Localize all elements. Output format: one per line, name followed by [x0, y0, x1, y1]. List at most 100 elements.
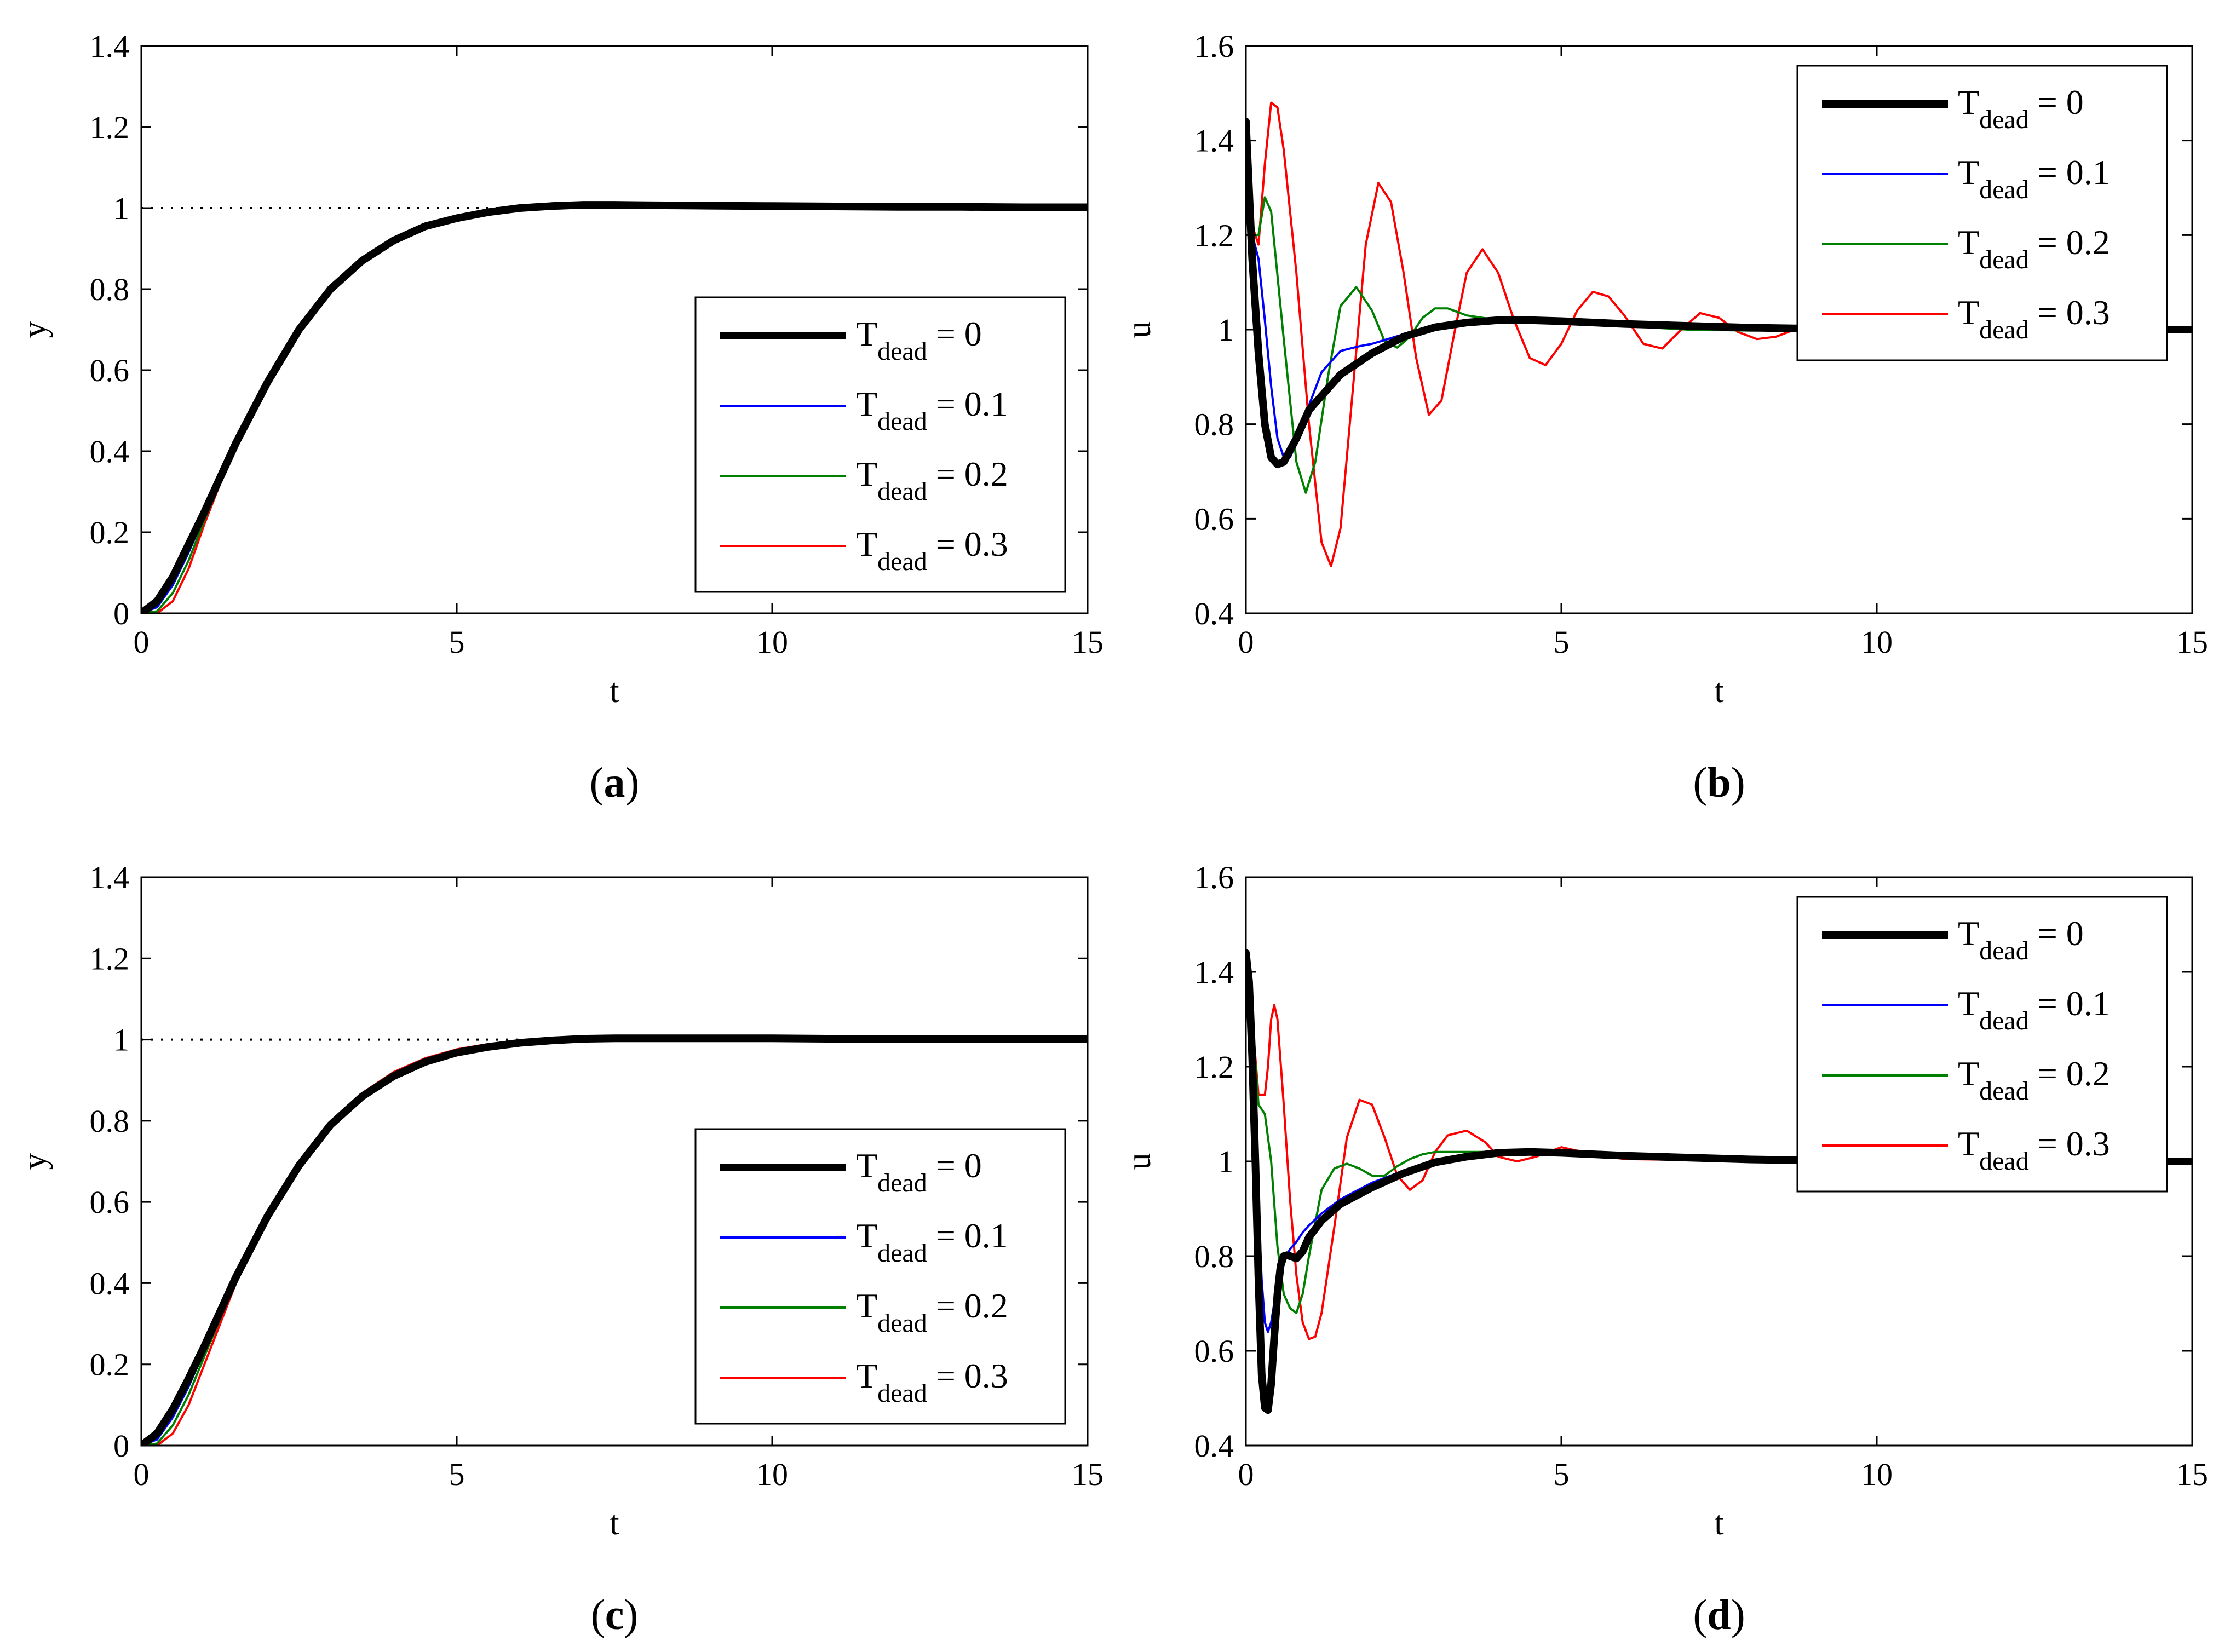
legend-label: Tdead = 0.2: [856, 1286, 1008, 1338]
legend-label: Tdead = 0: [856, 1146, 982, 1198]
y-tick-label: 1: [113, 191, 129, 226]
legend-box: [1796, 65, 2168, 361]
legend-label: Tdead = 0.1: [856, 1216, 1008, 1268]
y-tick-label: 0.8: [90, 272, 130, 307]
legend-label-main: T: [856, 1356, 877, 1395]
legend-label-value: = 0.2: [927, 1286, 1008, 1325]
legend-label-value: = 0.1: [2029, 153, 2110, 192]
legend-label-sub: dead: [1979, 315, 2029, 344]
panel-label-open: (: [1693, 1591, 1707, 1638]
legend-label-main: T: [1958, 223, 1979, 262]
legend-label-main: T: [1958, 1124, 1979, 1163]
y-axis-label: u: [1120, 321, 1158, 338]
panel-label-open: (: [590, 758, 604, 806]
legend-label-main: T: [1958, 293, 1979, 332]
legend-label: Tdead = 0.2: [1958, 1054, 2110, 1106]
legend-label-main: T: [1958, 984, 1979, 1023]
legend-label: Tdead = 0.1: [1958, 984, 2110, 1035]
y-tick-label: 0.4: [1194, 1428, 1234, 1464]
legend-label-main: T: [1958, 153, 1979, 192]
y-tick-label: 1.4: [1194, 954, 1234, 990]
y-tick-label: 0.4: [1194, 596, 1234, 631]
y-tick-label: 0: [113, 596, 129, 631]
x-axis-label: t: [1714, 672, 1723, 710]
legend-label-sub: dead: [877, 407, 927, 436]
y-tick-label: 1.4: [90, 28, 130, 64]
panel-label: (b): [1693, 758, 1745, 806]
legend-box: [1796, 896, 2168, 1193]
legend-label-sub: dead: [1979, 1077, 2029, 1106]
panel-label-close: ): [1731, 1591, 1745, 1638]
legend-label: Tdead = 0.2: [856, 454, 1008, 506]
x-tick-label: 15: [1072, 624, 1103, 660]
panel-label: (a): [590, 758, 640, 806]
x-tick-label: 10: [1861, 624, 1893, 660]
x-tick-label: 10: [756, 1457, 788, 1492]
x-tick-label: 10: [1861, 1457, 1893, 1492]
y-tick-label: 0.6: [90, 1184, 130, 1220]
y-tick-label: 0.2: [90, 515, 130, 550]
legend-label-sub: dead: [877, 1379, 927, 1408]
y-tick-label: 1.2: [90, 941, 130, 976]
panel-label-letter: c: [605, 1591, 624, 1638]
series-line-0: [141, 201, 1088, 613]
y-tick-label: 1: [1218, 312, 1234, 348]
legend-label-value: = 0.3: [2029, 293, 2110, 332]
legend-label: Tdead = 0.2: [1958, 223, 2110, 274]
legend-label-value: = 0: [2029, 914, 2084, 953]
y-tick-label: 1.2: [90, 110, 130, 145]
y-axis-label: u: [1120, 1153, 1158, 1170]
x-tick-label: 5: [1554, 624, 1570, 660]
y-tick-label: 0.8: [1194, 1239, 1234, 1274]
legend-label-sub: dead: [877, 477, 927, 506]
legend-label-value: = 0.2: [2029, 1054, 2110, 1093]
legend-label-sub: dead: [877, 1239, 927, 1268]
legend-label-value: = 0.1: [927, 1216, 1008, 1255]
panel-c: 0 5 10 15 0 0.2 0.4 0.6 0.8 1 1.2 1.4 t y (c) Tdead = 0…: [16, 860, 1103, 1638]
legend-label-sub: dead: [1979, 936, 2029, 965]
legend-label-main: T: [856, 1216, 877, 1255]
x-tick-label: 0: [1238, 624, 1254, 660]
series-group: [141, 1034, 1088, 1446]
y-tick-label: 1: [1218, 1144, 1234, 1179]
y-tick-label: 0: [113, 1428, 129, 1464]
legend-label: Tdead = 0.1: [856, 384, 1008, 436]
legend-label-main: T: [856, 314, 877, 353]
axes-box: [140, 45, 1089, 614]
y-tick-label: 1.2: [1194, 217, 1234, 253]
legend-label-sub: dead: [1979, 175, 2029, 204]
panel-label-letter: b: [1707, 758, 1731, 806]
x-tick-label: 5: [449, 624, 465, 660]
legend-label: Tdead = 0: [856, 314, 982, 366]
legend-label: Tdead = 0.3: [1958, 293, 2110, 344]
legend-label-main: T: [1958, 83, 1979, 122]
x-tick-label: 15: [1072, 1457, 1103, 1492]
axes-box: [140, 876, 1089, 1447]
legend-label-main: T: [856, 454, 877, 493]
legend-label-sub: dead: [877, 547, 927, 576]
legend-label-sub: dead: [1979, 245, 2029, 274]
panel-label-open: (: [591, 1591, 605, 1638]
panel-label-letter: d: [1707, 1591, 1731, 1638]
legend-label-value: = 0.1: [927, 384, 1008, 423]
x-tick-label: 0: [1238, 1457, 1254, 1492]
panel-label-open: (: [1693, 758, 1707, 806]
x-tick-label: 15: [2176, 624, 2208, 660]
x-tick-label: 0: [134, 624, 150, 660]
legend-label-value: = 0.2: [2029, 223, 2110, 262]
y-tick-label: 0.6: [1194, 501, 1234, 537]
y-tick-label: 1: [113, 1022, 129, 1058]
legend-label-value: = 0.3: [927, 525, 1008, 563]
legend-label: Tdead = 0: [1958, 83, 2084, 134]
legend-label-sub: dead: [1979, 1147, 2029, 1176]
x-tick-label: 5: [1554, 1457, 1570, 1492]
y-tick-label: 1.6: [1194, 28, 1234, 64]
legend-label-main: T: [856, 1146, 877, 1185]
panel-b: 0 5 10 150.40.60.811.21.41.6tu(b)Tdead = 0T…: [1120, 28, 2208, 806]
series-group: [141, 201, 1088, 613]
x-tick-label: 15: [2176, 1457, 2208, 1492]
y-axis-label: y: [16, 321, 53, 338]
